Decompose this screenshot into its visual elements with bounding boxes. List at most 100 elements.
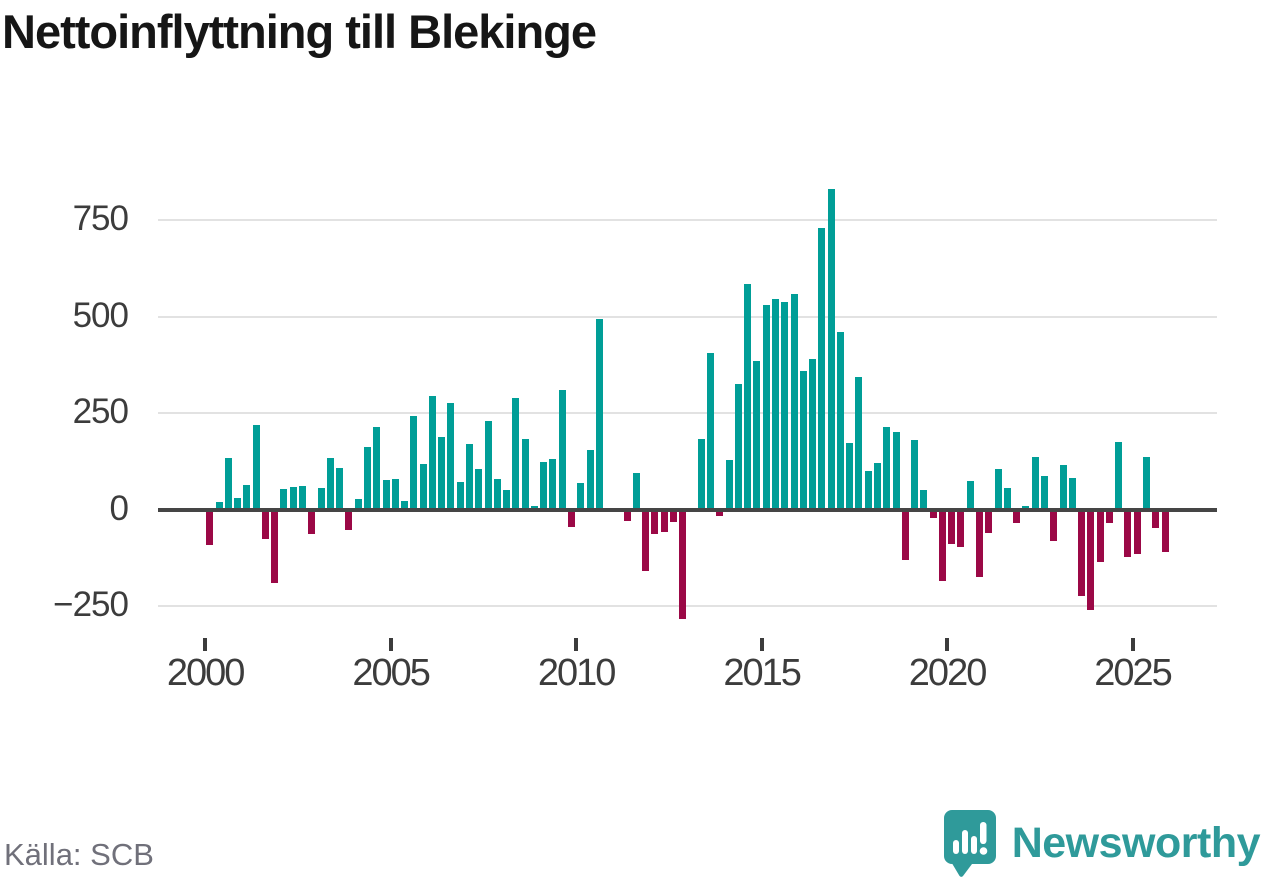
bar — [966, 480, 974, 510]
x-tick — [1130, 638, 1135, 651]
bar — [317, 487, 325, 510]
x-tick — [945, 638, 950, 651]
bar — [938, 509, 946, 581]
x-tick — [574, 638, 579, 651]
bar — [632, 472, 640, 510]
bar — [540, 462, 548, 510]
bar — [595, 318, 603, 510]
gridline-750 — [158, 219, 1217, 222]
gridline-500 — [158, 315, 1217, 318]
bar — [809, 359, 817, 510]
bar — [336, 468, 344, 510]
bar — [1142, 457, 1150, 510]
bar — [799, 371, 807, 510]
bar — [994, 469, 1002, 510]
bar — [846, 442, 854, 510]
gridline-250 — [158, 412, 1217, 415]
x-tick — [388, 638, 393, 651]
x-tick-label: 2000 — [166, 652, 246, 694]
x-tick — [203, 638, 208, 651]
x-tick-label: 2025 — [1094, 652, 1173, 694]
bar — [623, 509, 631, 522]
bar — [734, 384, 742, 510]
bar — [1068, 478, 1076, 510]
bar — [558, 389, 566, 510]
bar — [1059, 465, 1067, 510]
y-axis-labels: 750 500 250 0 −250 — [0, 180, 129, 660]
bar — [670, 509, 677, 523]
bar — [252, 424, 260, 510]
bar — [781, 302, 789, 510]
bar — [271, 509, 279, 583]
bar — [651, 509, 659, 535]
bar — [1105, 509, 1113, 523]
bar — [289, 487, 297, 510]
bar — [224, 458, 232, 510]
bar — [1050, 509, 1058, 542]
bar — [234, 498, 242, 510]
bar — [1124, 509, 1132, 557]
bar — [549, 459, 557, 510]
bar — [883, 427, 891, 510]
bar — [475, 469, 483, 510]
bar — [586, 449, 594, 510]
bar — [818, 228, 826, 510]
bar — [280, 489, 288, 510]
bar — [642, 509, 650, 572]
bar — [484, 421, 492, 510]
bar — [697, 438, 705, 510]
bar — [299, 485, 307, 510]
bar — [1087, 509, 1095, 610]
newsworthy-logo: Newsworthy — [942, 807, 1261, 879]
bar — [920, 490, 928, 510]
bar — [1096, 509, 1104, 562]
bar — [929, 509, 937, 518]
bar — [354, 498, 362, 510]
chart-title: Nettoinflyttning till Blekinge — [2, 5, 597, 58]
bar — [391, 479, 399, 510]
bar — [363, 446, 371, 510]
bar — [438, 437, 446, 510]
bar — [465, 444, 473, 510]
bar — [753, 361, 761, 510]
bar — [577, 482, 585, 510]
x-tick-label: 2010 — [537, 652, 617, 694]
bar — [892, 432, 900, 510]
bar — [1013, 509, 1021, 523]
bar — [762, 305, 770, 510]
y-tick-label: −250 — [53, 584, 129, 624]
bar — [308, 509, 316, 534]
bar — [493, 479, 501, 510]
bar — [401, 501, 409, 510]
bar — [901, 509, 909, 560]
newsworthy-bubble-icon — [943, 810, 996, 877]
bar — [512, 397, 520, 510]
bar — [382, 479, 390, 510]
bar — [772, 299, 779, 510]
bar — [948, 509, 956, 545]
bar — [447, 403, 455, 510]
bar — [243, 485, 251, 510]
bar — [660, 509, 668, 532]
bar — [521, 438, 529, 510]
bar — [206, 509, 214, 545]
bar — [410, 416, 418, 510]
bar — [836, 332, 844, 510]
plot-area: 2000 2005 2010 2015 2020 2025 — [158, 180, 1217, 694]
bar — [503, 489, 511, 510]
y-tick-label: 750 — [72, 199, 129, 239]
bar — [1161, 509, 1169, 552]
bar — [456, 482, 464, 510]
bar — [957, 509, 965, 548]
bar — [1003, 488, 1011, 510]
bar — [326, 457, 334, 510]
bar — [1152, 509, 1160, 528]
bar — [373, 427, 381, 510]
bar — [419, 463, 427, 510]
bar — [911, 440, 919, 510]
gridline--250 — [158, 604, 1217, 607]
bar — [707, 353, 715, 510]
bar — [976, 509, 984, 577]
bar — [1078, 509, 1086, 597]
source-note: Källa: SCB — [4, 837, 154, 872]
